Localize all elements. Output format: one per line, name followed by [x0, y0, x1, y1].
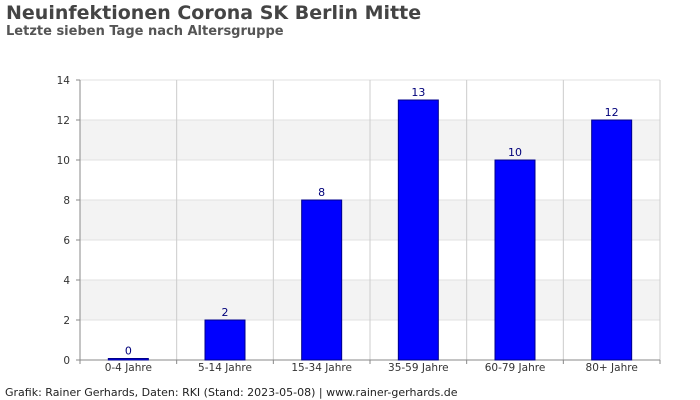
- y-tick-label: 14: [57, 75, 71, 87]
- y-tick-label: 0: [63, 355, 70, 367]
- data-label: 10: [508, 146, 522, 159]
- x-tick-label: 0-4 Jahre: [105, 362, 152, 374]
- y-tick-label: 4: [63, 275, 70, 287]
- bar: [301, 199, 343, 361]
- y-tick-label: 8: [63, 195, 70, 207]
- y-tick-label: 2: [63, 315, 70, 327]
- y-tick-label: 6: [63, 235, 70, 247]
- x-tick-label: 80+ Jahre: [586, 362, 638, 374]
- data-label: 12: [605, 106, 619, 119]
- x-tick-label: 35-59 Jahre: [388, 362, 449, 374]
- data-label: 13: [411, 86, 425, 99]
- x-tick-label: 60-79 Jahre: [485, 362, 546, 374]
- bar: [204, 319, 246, 361]
- x-tick-label: 15-34 Jahre: [291, 362, 352, 374]
- bar: [591, 119, 633, 361]
- y-tick-label: 12: [57, 115, 70, 127]
- bar: [494, 159, 536, 361]
- x-tick-label: 5-14 Jahre: [198, 362, 252, 374]
- chart-title: Neuinfektionen Corona SK Berlin Mitte: [6, 2, 422, 24]
- data-label: 8: [318, 186, 325, 199]
- data-label: 2: [222, 306, 229, 319]
- y-tick-label: 10: [57, 155, 70, 167]
- data-label: 0: [125, 345, 132, 358]
- bar: [107, 358, 149, 361]
- bar: [397, 99, 439, 361]
- source-footer: Grafik: Rainer Gerhards, Daten: RKI (Sta…: [5, 386, 458, 399]
- chart-subtitle: Letzte sieben Tage nach Altersgruppe: [6, 24, 284, 39]
